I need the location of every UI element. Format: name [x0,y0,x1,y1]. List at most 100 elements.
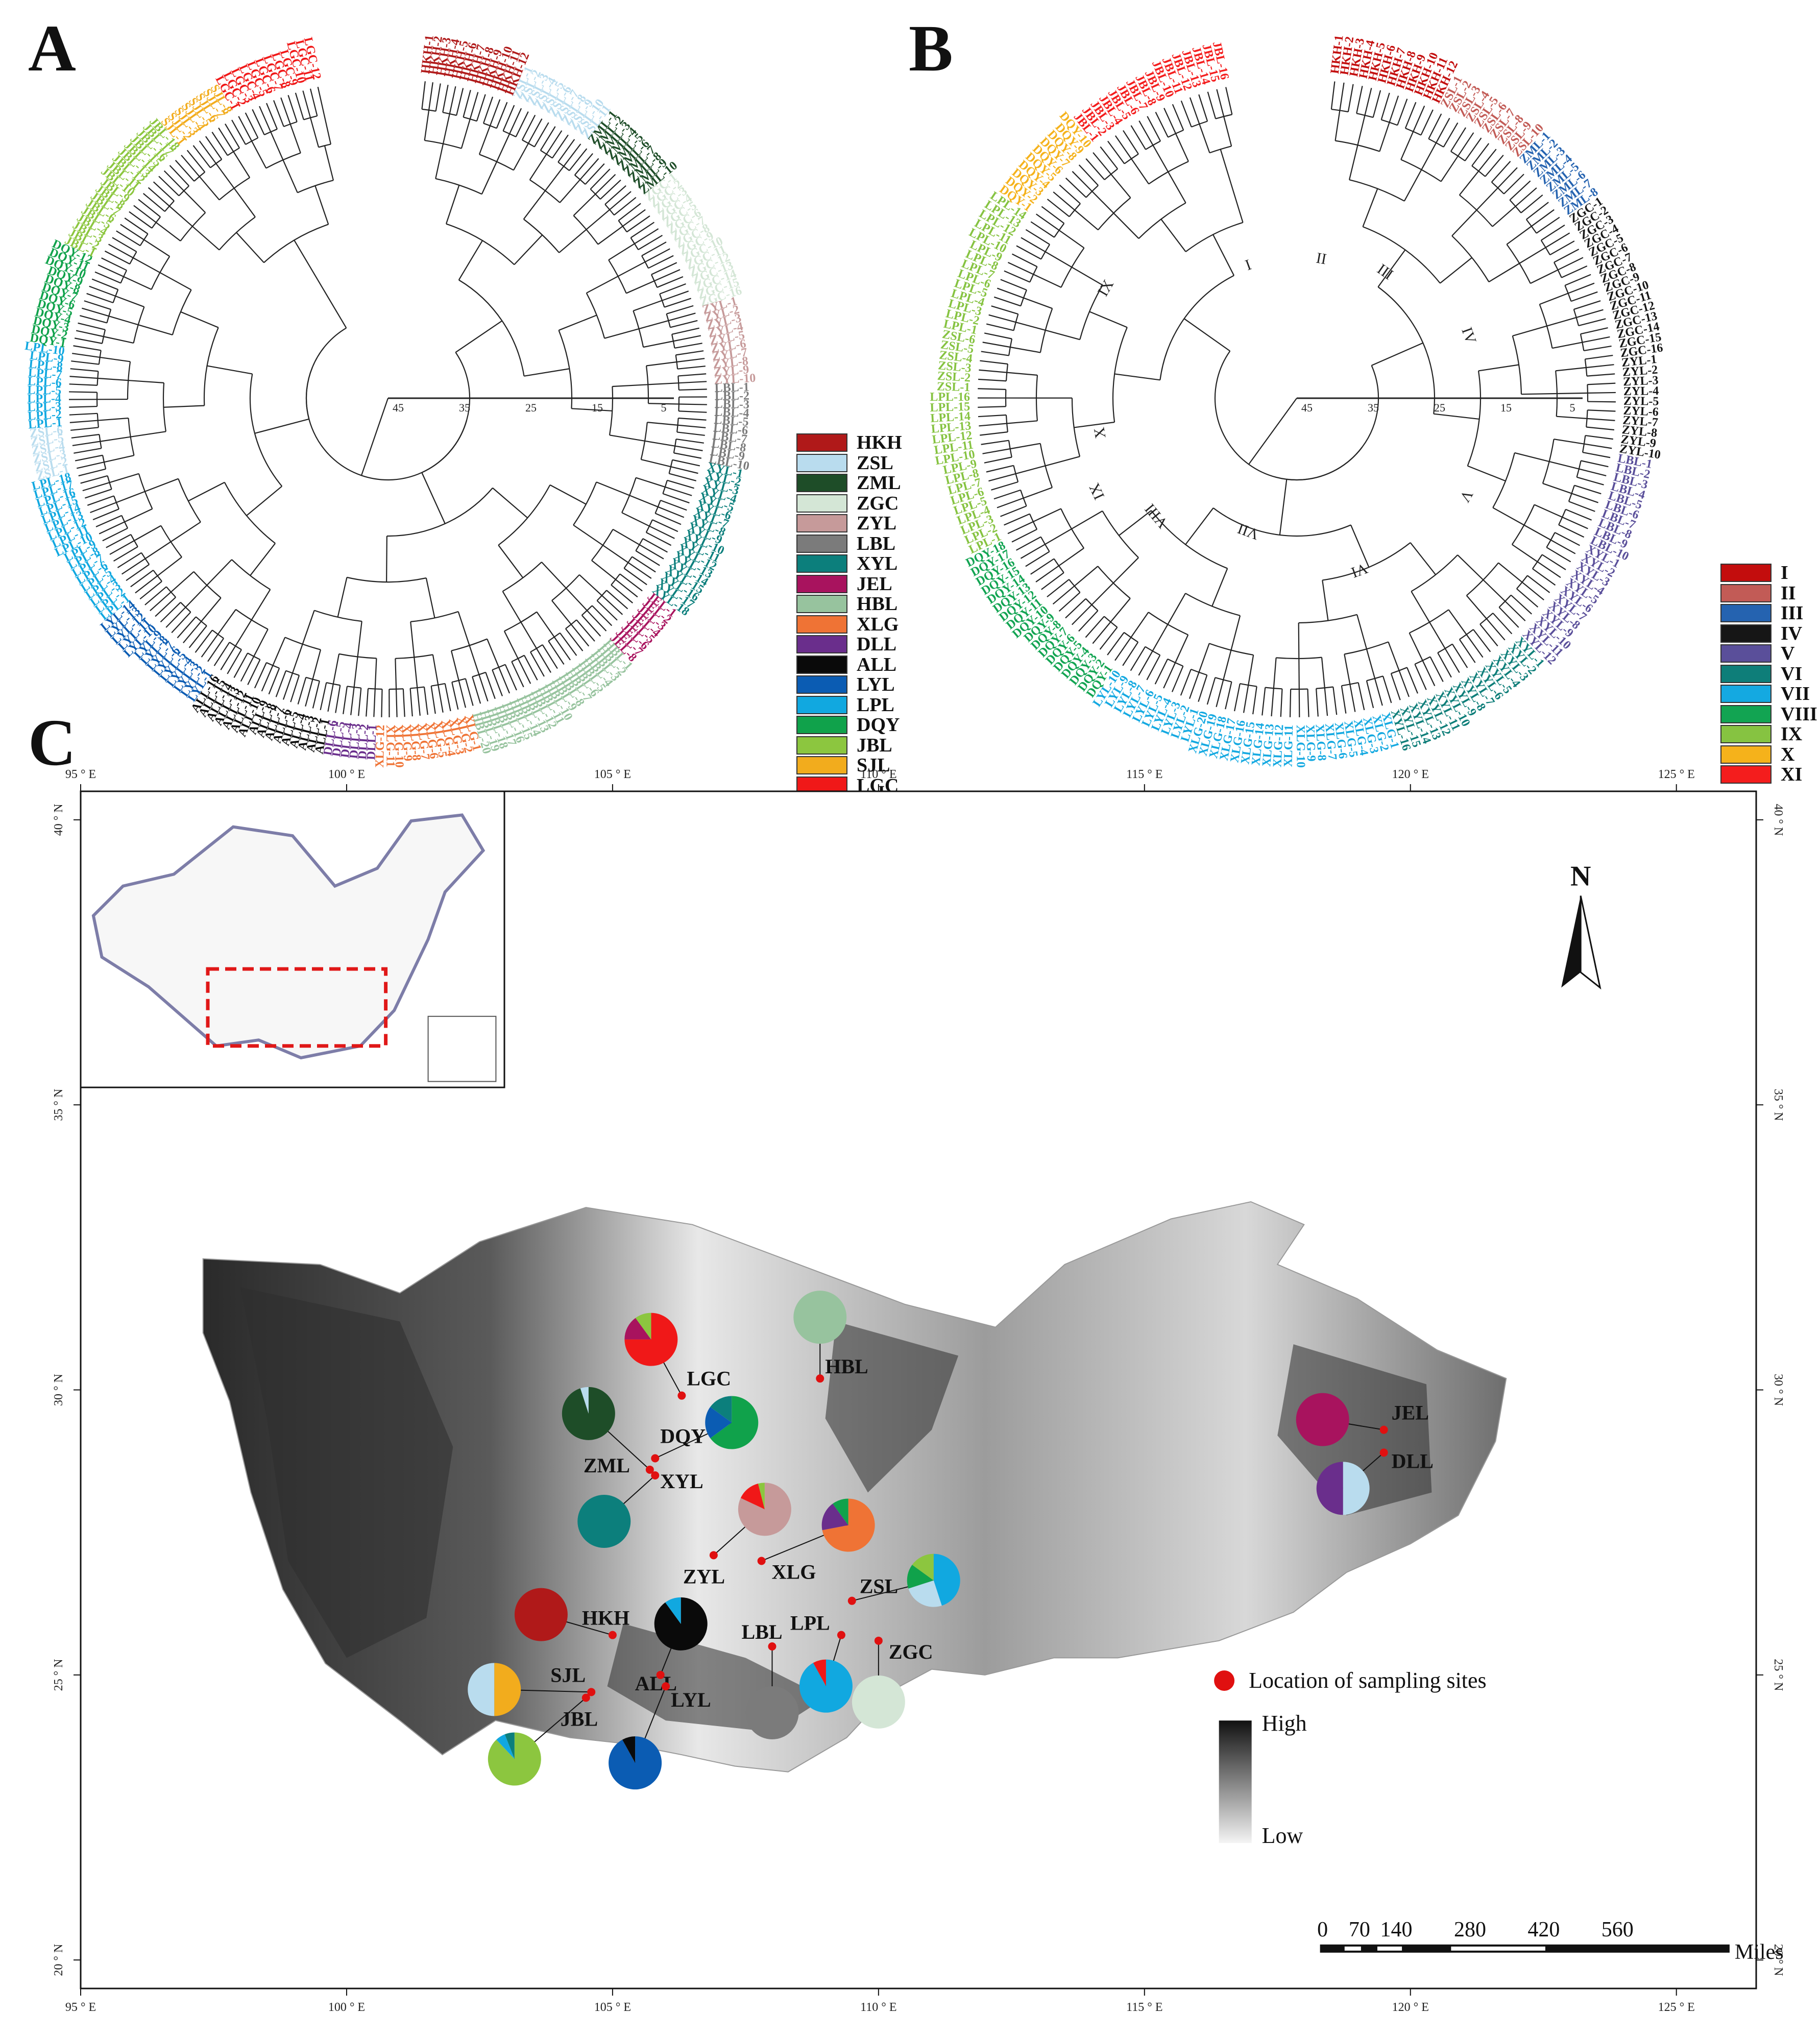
scale-tick-label: 15 [592,401,603,414]
clade-label: V [1456,487,1476,505]
legend-a-label: LPL [857,694,894,716]
site-label: ZSL [860,1575,899,1598]
legend-a-entry: JEL [796,573,892,595]
pie-slice [494,1663,521,1716]
lon-label: 105 ° E [594,2001,631,2014]
clade-label: IV [1458,325,1479,346]
north-arrow-icon [1580,895,1601,990]
sampling-site-dot [837,1631,845,1639]
leaf-label: ZYL-6 [1623,404,1659,419]
pie-slice [833,1498,848,1525]
pie-slice [624,1318,651,1340]
pie-slice [1296,1393,1349,1446]
tree-branches [69,81,707,717]
legend-b-label: VI [1781,663,1803,685]
legend-a-swatch [796,474,847,492]
sampling-site-dot [677,1391,686,1400]
leaf-label: DLL-3 [347,723,363,759]
legend-b-entry: III [1720,602,1803,624]
sampling-site-dot [1379,1425,1388,1434]
lat-label: 25 ° N [52,1659,65,1691]
leaf-label: LBL-3 [715,397,750,411]
sampling-site-dot [656,1670,665,1679]
legend-a-swatch [796,554,847,573]
legend-a-entry: XYL [796,552,897,575]
lon-label: 95 ° E [65,768,96,781]
sampling-site-dot [645,1465,654,1474]
pie-slice [758,1483,765,1510]
legend-a-swatch [796,695,847,714]
legend-b-label: X [1781,743,1795,765]
site-label: ALL [635,1672,677,1695]
lon-label: 120 ° E [1392,2001,1429,2014]
site-label: ZGC [889,1640,933,1663]
pie-slice [1316,1462,1343,1515]
legend-b-label: VII [1781,683,1810,705]
site-label: DQY [660,1425,706,1448]
legend-a-label: ZSL [857,452,893,474]
legend-a-entry: SJL [796,754,890,777]
mountain-relief [240,1287,453,1658]
scale-tick-label: 35 [459,401,470,414]
sampling-site-dot [608,1631,617,1639]
site-label: HBL [825,1355,868,1378]
elevation-low-label: Low [1262,1823,1303,1848]
legend-b-label: XI [1781,764,1803,785]
leaf-label: LBL-1 [714,381,749,395]
leaf-label: ZYL-10 [714,372,756,387]
legend-a-entry: DLL [796,633,896,656]
leaf-label: LPL-5 [27,383,61,397]
leaf-label: DLL-2 [356,724,372,760]
pie-slice [933,1554,960,1606]
legend-b-swatch [1720,584,1772,602]
sampling-site-dot [709,1551,718,1560]
pie-slice [907,1565,934,1589]
legend-a-label: ALL [857,653,897,675]
leaf-label: LPL-8 [28,357,63,374]
legend-b-swatch [1720,644,1772,663]
pie-slice [654,1597,708,1651]
legend-a-label: DLL [857,634,897,655]
sampling-site-dot [768,1642,776,1651]
pie-slice [580,1387,589,1414]
site-label: HKH [582,1607,629,1630]
leaf-label: LPL-1 [28,416,62,431]
sampling-site-dot [874,1636,883,1645]
legend-b-entry: X [1720,743,1794,766]
lon-label: 100 ° E [328,2001,365,2014]
scale-tick-label: 35 [1368,401,1379,414]
dendrogram-b: HKH-1HKH-2HKH-3HKH-4HKH-5HKH-6HKH-7HKH-8… [930,34,1664,768]
site-label: LYL [671,1688,711,1711]
leaf-label: XLG-8 [407,723,423,761]
pie-slice [705,1406,732,1439]
site-label: LGC [687,1367,731,1390]
pie-slice [468,1663,495,1716]
legend-b-entry: IV [1720,622,1802,645]
scale-bar-segment [1377,1946,1402,1951]
legend-a-swatch [796,736,847,755]
legend-b-entry: VIII [1720,703,1817,725]
leaf-label: ZYL-4 [1623,384,1659,398]
leaf-label: LPL-2 [28,408,62,423]
site-label: ZYL [683,1565,725,1588]
legend-a-entry: ZYL [796,512,896,535]
legend-a-label: ZGC [857,492,899,514]
legend-a-entry: HBL [796,593,897,615]
lon-label: 95 ° E [65,2001,96,2014]
leaf-label: XLG-9 [399,724,415,761]
scale-tick-label: 5 [661,401,667,414]
scale-label: 560 [1601,1918,1634,1942]
legend-a-label: LBL [857,532,896,554]
scale-label: 0 [1317,1918,1328,1942]
legend-b-swatch [1720,624,1772,643]
site-label: JEL [1392,1401,1429,1424]
site-label: XLG [772,1561,816,1584]
lon-label: 115 ° E [1126,768,1162,781]
legend-a-swatch [796,635,847,653]
legend-a-label: JEL [857,573,892,595]
legend-b-label: IX [1781,723,1803,745]
legend-a-entry: ALL [796,653,896,676]
clade-label: I [1243,256,1254,274]
lat-label: 40 ° N [52,804,65,836]
leaf-label: LPL-6 [28,375,62,390]
